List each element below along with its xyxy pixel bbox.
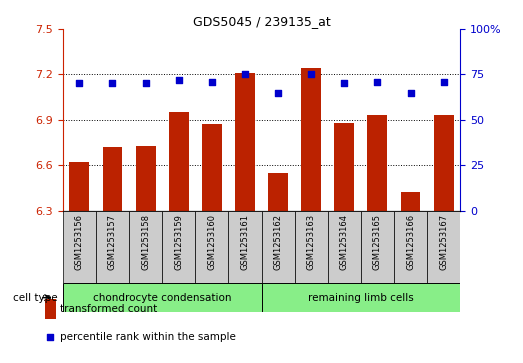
Bar [334,123,354,211]
Text: GSM1253166: GSM1253166 [406,214,415,270]
Bar [262,283,460,312]
Point [406,90,415,95]
Text: GSM1253165: GSM1253165 [373,214,382,270]
Text: GSM1253162: GSM1253162 [274,214,282,270]
Bar [169,112,189,211]
Point [46,334,54,339]
Text: GSM1253164: GSM1253164 [340,214,349,270]
Bar [301,68,321,211]
Text: GSM1253156: GSM1253156 [75,214,84,270]
Bar [394,211,427,283]
Bar [70,162,89,211]
Bar [202,124,222,211]
Bar [45,299,55,319]
Bar [235,73,255,211]
Bar [96,211,129,283]
Point [439,79,448,85]
Point [373,79,382,85]
Text: GSM1253159: GSM1253159 [174,214,183,270]
Point [108,81,117,86]
Bar [129,211,162,283]
Bar [63,283,262,312]
Bar [195,211,229,283]
Text: GSM1253163: GSM1253163 [306,214,316,270]
Point [208,79,216,85]
Bar [328,211,361,283]
Bar [162,211,195,283]
Bar [294,211,328,283]
Bar [135,146,155,211]
Text: percentile rank within the sample: percentile rank within the sample [60,331,236,342]
Text: GSM1253167: GSM1253167 [439,214,448,270]
Bar [401,192,420,211]
Bar [229,211,262,283]
Bar [427,211,460,283]
Bar [361,211,394,283]
Text: GSM1253161: GSM1253161 [241,214,249,270]
Text: chondrocyte condensation: chondrocyte condensation [93,293,231,303]
Point [340,81,348,86]
Point [175,77,183,83]
Bar [63,211,96,283]
Bar [103,147,122,211]
Title: GDS5045 / 239135_at: GDS5045 / 239135_at [192,15,331,28]
Bar [262,211,294,283]
Text: GSM1253157: GSM1253157 [108,214,117,270]
Point [141,81,150,86]
Bar [434,115,453,211]
Point [307,72,315,77]
Text: transformed count: transformed count [60,304,157,314]
Text: remaining limb cells: remaining limb cells [308,293,414,303]
Bar [268,173,288,211]
Point [75,81,84,86]
Text: GSM1253158: GSM1253158 [141,214,150,270]
Point [241,72,249,77]
Text: cell type: cell type [13,293,58,303]
Text: GSM1253160: GSM1253160 [207,214,217,270]
Point [274,90,282,95]
Bar [368,115,388,211]
